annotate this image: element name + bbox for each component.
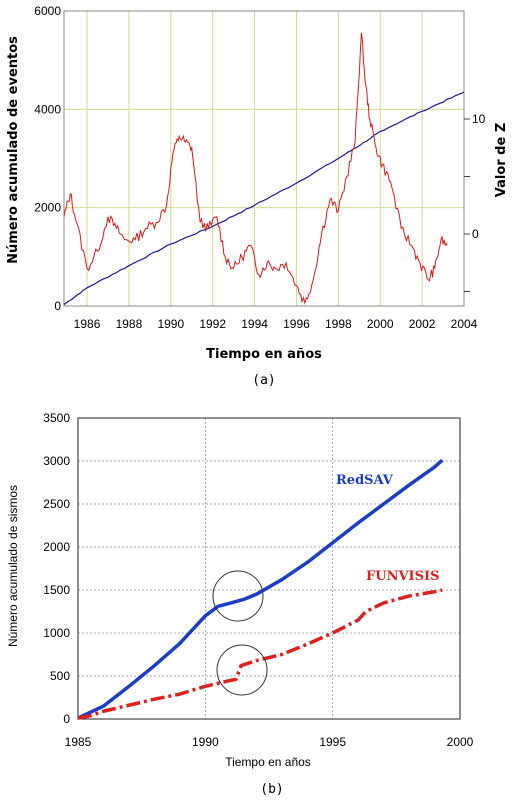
chart-a-x-tick-label-8: 2002 — [409, 317, 436, 331]
chart-b-y-tick-label-0: 0 — [63, 712, 70, 726]
chart-a-x-tick-label-7: 2000 — [367, 317, 394, 331]
chart-b-x-tick-label-3: 2000 — [447, 735, 474, 749]
chart-b-panel-label: (b) — [260, 782, 283, 797]
chart-a-y2-axis-label: Valor de Z — [494, 123, 509, 198]
chart-a: 1986 1988 1990 1992 1994 1996 1998 2000 2002 2004… — [6, 4, 509, 388]
legend-redsav: RedSAV — [336, 473, 394, 488]
chart-a-panel-label: (a) — [252, 373, 275, 388]
chart-a-x-tick-label-1: 1988 — [116, 317, 143, 331]
chart-a-y-tick-label-0: 0 — [54, 299, 61, 313]
chart-a-plot-frame — [63, 10, 465, 307]
chart-a-y-tick-label-2: 4000 — [34, 102, 61, 116]
chart-b-plot-frame — [77, 417, 461, 720]
chart-a-y2-tick-label-1: 10 — [472, 112, 486, 126]
chart-a-grid — [64, 10, 465, 307]
chart-a-y2-tick-label-0: 0 — [472, 227, 479, 241]
chart-b-y-tick-label-3: 1500 — [43, 583, 70, 597]
chart-a-y-tick-label-3: 6000 — [34, 4, 61, 18]
chart-a-x-tick-label-2: 1990 — [157, 317, 184, 331]
chart-b-series-funvisis — [77, 588, 443, 720]
chart-b-x-axis-label: Tiempo en años — [225, 755, 311, 769]
chart-a-series-group — [63, 32, 465, 306]
annotation-circle-funvisis — [216, 644, 268, 696]
chart-b-series-redsav — [77, 458, 444, 720]
chart-b-x-tick-label-2: 1995 — [319, 735, 346, 749]
chart-b-y-tick-label-5: 2500 — [43, 497, 70, 511]
legend-funvisis: FUNVISIS — [366, 569, 439, 584]
chart-a-x-tick-label-4: 1994 — [241, 317, 268, 331]
chart-a-x-ticks: 1986 1988 1990 1992 1994 1996 1998 2000 2002 2004 — [74, 317, 478, 331]
chart-b-x-ticks: 1985 1990 1995 2000 — [65, 735, 474, 749]
chart-b-y-tick-label-4: 2000 — [43, 540, 70, 554]
chart-a-x-tick-label-5: 1996 — [283, 317, 310, 331]
chart-b-y-ticks: 0 500 1000 1500 2000 2500 3000 3500 — [43, 411, 70, 726]
chart-b-y-axis-label: Número acumulado de sismos — [6, 485, 20, 647]
chart-a-y-ticks: 0 2000 4000 6000 — [34, 4, 61, 313]
chart-a-y2-ticks: 0 10 — [464, 112, 486, 292]
chart-b-y-tick-label-2: 1000 — [43, 626, 70, 640]
chart-b: 1985 1990 1995 2000 0 500 1000 1500 2000 2500 300… — [6, 411, 474, 797]
chart-b-y-tick-label-1: 500 — [50, 669, 70, 683]
chart-a-x-axis-label: Tiempo en años — [206, 347, 322, 362]
chart-a-x-tick-label-9: 2004 — [451, 317, 478, 331]
chart-a-y-tick-label-1: 2000 — [34, 201, 61, 215]
chart-b-y-tick-label-7: 3500 — [43, 411, 70, 425]
chart-b-series-group — [77, 458, 444, 720]
chart-b-x-tick-label-0: 1985 — [65, 735, 92, 749]
chart-a-series-cumulative — [63, 91, 465, 306]
chart-a-series-z — [63, 32, 448, 305]
chart-a-x-tick-label-6: 1998 — [325, 317, 352, 331]
chart-a-x-tick-label-0: 1986 — [74, 317, 101, 331]
annotation-circle-redsav — [212, 570, 264, 622]
chart-a-x-tick-label-3: 1992 — [199, 317, 226, 331]
chart-b-x-tick-label-1: 1990 — [192, 735, 219, 749]
chart-b-y-tick-label-6: 3000 — [43, 454, 70, 468]
chart-a-y-axis-label: Número acumulado de eventos — [6, 36, 21, 264]
